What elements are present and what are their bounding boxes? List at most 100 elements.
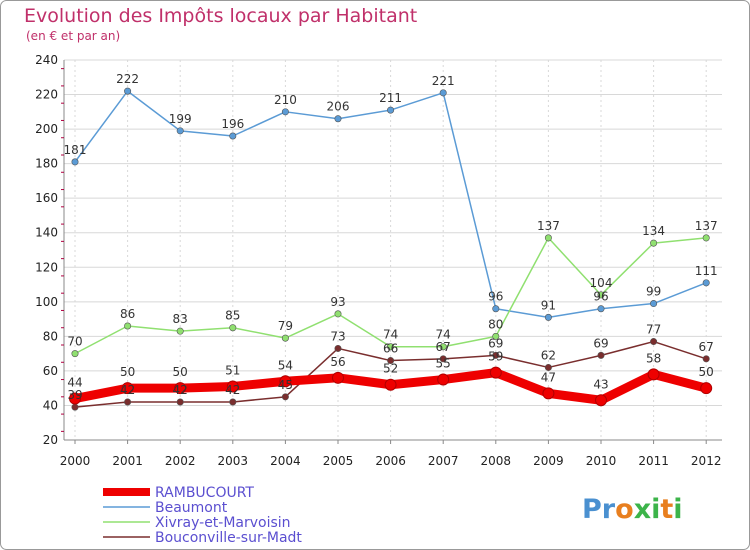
series-group xyxy=(69,87,713,411)
point-beaumont-2005 xyxy=(334,115,342,123)
point-beaumont-2006 xyxy=(387,106,395,114)
y-tick-label-160: 160 xyxy=(35,191,58,205)
point-rambucourt-2001 xyxy=(121,382,134,395)
data-label-beaumont-2006: 211 xyxy=(379,91,402,105)
data-label-bouconville-sur-madt-2008: 69 xyxy=(488,336,503,350)
data-label-beaumont-2012: 111 xyxy=(695,264,718,278)
point-beaumont-2010 xyxy=(597,305,605,313)
data-label-rambucourt-2002: 50 xyxy=(173,365,188,379)
x-tick-label-2004: 2004 xyxy=(270,454,301,468)
data-label-bouconville-sur-madt-2012: 67 xyxy=(699,340,714,354)
x-tick-label-2000: 2000 xyxy=(60,454,91,468)
data-label-xivray-et-marvoisin-2007: 74 xyxy=(436,328,451,342)
data-label-rambucourt-2000: 44 xyxy=(67,376,82,390)
data-label-bouconville-sur-madt-2005: 73 xyxy=(330,329,345,343)
point-rambucourt-2011 xyxy=(647,368,660,381)
data-label-xivray-et-marvoisin-2009: 137 xyxy=(537,219,560,233)
data-label-beaumont-2008: 96 xyxy=(488,290,503,304)
data-label-rambucourt-2010: 43 xyxy=(593,377,608,391)
logo-letter: t xyxy=(660,494,673,525)
x-tick-label-2003: 2003 xyxy=(218,454,249,468)
legend: RAMBUCOURTBeaumontXivray-et-MarvoisinBou… xyxy=(103,485,302,546)
data-label-bouconville-sur-madt-2003: 42 xyxy=(225,383,240,397)
point-beaumont-2007 xyxy=(439,89,447,97)
data-label-beaumont-2001: 222 xyxy=(116,72,139,86)
y-tick-label-220: 220 xyxy=(35,88,58,102)
point-rambucourt-2002 xyxy=(174,382,187,395)
point-xivray-et-marvoisin-2012 xyxy=(702,234,710,242)
data-label-bouconville-sur-madt-2009: 62 xyxy=(541,348,556,362)
point-bouconville-sur-madt-2009 xyxy=(544,363,552,371)
y-tick-label-140: 140 xyxy=(35,226,58,240)
point-beaumont-2012 xyxy=(702,279,710,287)
x-tick-label-2011: 2011 xyxy=(638,454,669,468)
point-xivray-et-marvoisin-2009 xyxy=(544,234,552,242)
point-beaumont-2000 xyxy=(71,158,79,166)
data-label-rambucourt-2005: 56 xyxy=(330,355,345,369)
data-label-bouconville-sur-madt-2006: 66 xyxy=(383,342,398,356)
data-label-rambucourt-2004: 54 xyxy=(278,358,293,372)
point-rambucourt-2009 xyxy=(542,387,555,400)
point-xivray-et-marvoisin-2001 xyxy=(124,322,132,330)
point-rambucourt-2006 xyxy=(384,378,397,391)
data-label-bouconville-sur-madt-2004: 45 xyxy=(278,378,293,392)
x-tick-label-2012: 2012 xyxy=(691,454,722,468)
data-label-beaumont-2002: 199 xyxy=(169,112,192,126)
data-label-beaumont-2011: 99 xyxy=(646,285,661,299)
x-tick-label-2010: 2010 xyxy=(586,454,617,468)
legend-label-xivray-et-marvoisin: Xivray-et-Marvoisin xyxy=(155,515,291,531)
point-beaumont-2009 xyxy=(544,313,552,321)
point-beaumont-2003 xyxy=(229,132,237,140)
data-label-bouconville-sur-madt-2010: 69 xyxy=(593,336,608,350)
point-xivray-et-marvoisin-2006 xyxy=(387,343,395,351)
point-xivray-et-marvoisin-2004 xyxy=(281,334,289,342)
point-bouconville-sur-madt-2010 xyxy=(597,351,605,359)
data-label-bouconville-sur-madt-2000: 39 xyxy=(67,388,82,402)
data-label-beaumont-2005: 206 xyxy=(327,100,350,114)
point-beaumont-2011 xyxy=(650,300,658,308)
y-tick-label-100: 100 xyxy=(35,295,58,309)
y-tick-label-180: 180 xyxy=(35,157,58,171)
point-beaumont-2008 xyxy=(492,305,500,313)
point-bouconville-sur-madt-2012 xyxy=(702,355,710,363)
point-beaumont-2002 xyxy=(176,127,184,135)
data-label-beaumont-2009: 91 xyxy=(541,298,556,312)
data-label-xivray-et-marvoisin-2004: 79 xyxy=(278,319,293,333)
point-beaumont-2004 xyxy=(281,108,289,116)
point-rambucourt-2000 xyxy=(69,392,81,405)
y-tick-label-80: 80 xyxy=(43,329,58,343)
y-tick-label-60: 60 xyxy=(43,364,58,378)
logo-letter: x xyxy=(634,494,651,525)
point-rambucourt-2005 xyxy=(332,371,344,384)
point-bouconville-sur-madt-2005 xyxy=(334,344,342,352)
x-tick-label-2006: 2006 xyxy=(375,454,406,468)
data-label-xivray-et-marvoisin-2002: 83 xyxy=(173,312,188,326)
data-label-beaumont-2000: 181 xyxy=(64,143,87,157)
y-tick-label-20: 20 xyxy=(43,433,58,447)
y-tick-label-40: 40 xyxy=(43,398,58,412)
point-bouconville-sur-madt-2002 xyxy=(176,398,184,406)
y-tick-label-200: 200 xyxy=(35,122,58,136)
x-tick-label-2008: 2008 xyxy=(481,454,512,468)
point-xivray-et-marvoisin-2011 xyxy=(650,239,658,247)
data-label-xivray-et-marvoisin-2008: 80 xyxy=(488,317,503,331)
data-label-beaumont-2004: 210 xyxy=(274,93,297,107)
point-bouconville-sur-madt-2011 xyxy=(650,338,658,346)
proxiti-logo: Proxiti xyxy=(582,494,683,525)
logo-letter: o xyxy=(615,494,634,525)
data-label-xivray-et-marvoisin-2011: 134 xyxy=(642,224,665,238)
chart-title: Evolution des Impôts locaux par Habitant xyxy=(24,5,417,27)
data-label-bouconville-sur-madt-2002: 42 xyxy=(173,383,188,397)
y-tick-label-120: 120 xyxy=(35,260,58,274)
data-labels: 44 50 50 51 54 56 52 55 59 47 43 58 50 181 222 199 196 21… xyxy=(64,72,718,402)
data-label-xivray-et-marvoisin-2012: 137 xyxy=(695,219,718,233)
data-label-beaumont-2007: 221 xyxy=(432,74,455,88)
data-label-xivray-et-marvoisin-2000: 70 xyxy=(67,335,82,349)
data-label-bouconville-sur-madt-2001: 42 xyxy=(120,383,135,397)
point-rambucourt-2008 xyxy=(489,366,502,379)
point-xivray-et-marvoisin-2007 xyxy=(439,343,447,351)
data-label-beaumont-2003: 196 xyxy=(221,117,244,131)
y-tick-label-240: 240 xyxy=(35,53,58,67)
data-label-xivray-et-marvoisin-2001: 86 xyxy=(120,307,135,321)
logo-letter: i xyxy=(651,494,660,525)
